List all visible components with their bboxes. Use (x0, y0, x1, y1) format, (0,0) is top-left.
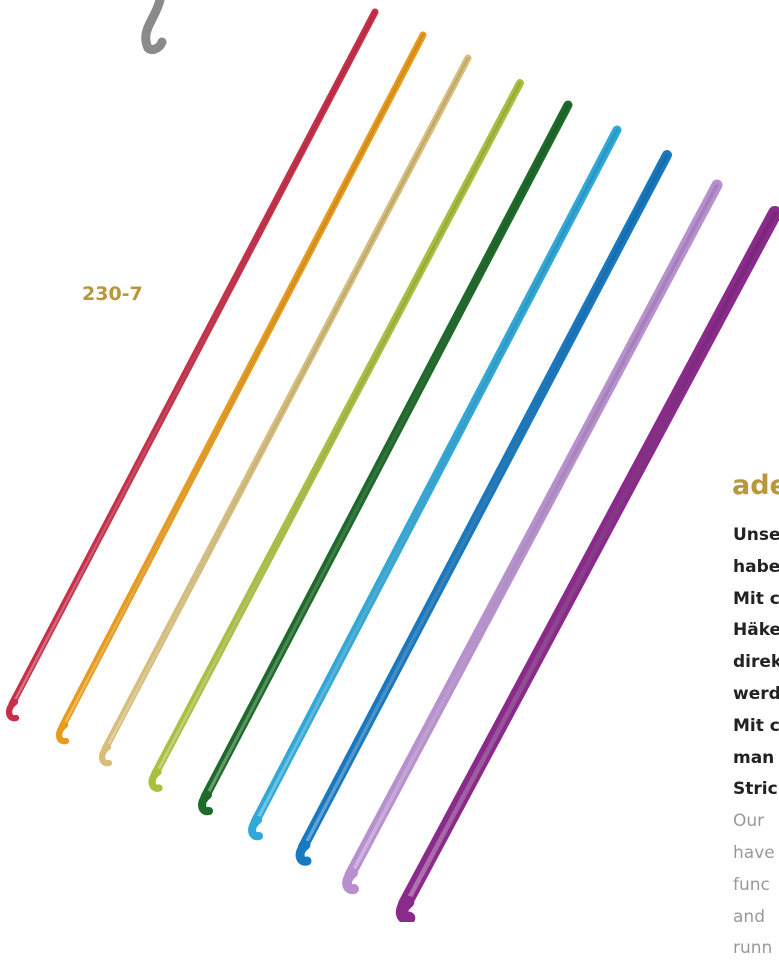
text-line: Mit c (733, 588, 779, 609)
text-line: Mit c (733, 715, 779, 736)
needle (295, 840, 312, 866)
needle (61, 33, 425, 729)
text-line: Stric (733, 779, 778, 800)
heading: ade (732, 470, 779, 501)
text-line: Häke (733, 620, 779, 641)
needle (11, 10, 377, 706)
text-line: habe (733, 556, 779, 577)
grey-hook (141, 0, 167, 55)
text-line: and (733, 906, 765, 927)
needle (104, 56, 470, 751)
text-line: direk (733, 652, 779, 673)
needle (55, 721, 70, 745)
text-line: have (733, 842, 775, 863)
needle (248, 815, 264, 841)
needle (254, 128, 619, 824)
needle (98, 743, 113, 767)
text-line: Our (733, 811, 765, 832)
needle (204, 103, 570, 799)
text-line: Unse (733, 525, 779, 545)
needle (302, 153, 669, 849)
needle (154, 81, 522, 776)
text-line: man (733, 747, 775, 768)
description: Unse habe Mit c Häke direk werd Mit c man Stric … (733, 520, 779, 965)
needle (403, 210, 778, 907)
needle (395, 895, 416, 922)
product-code: 230-7 (82, 283, 143, 305)
text-line: runn (733, 938, 773, 959)
page: 230-7 ade Unse habe Mit c Häke direk werd Mit … (5, 0, 779, 959)
needle (198, 790, 214, 816)
needle (349, 183, 719, 877)
text-line: func (733, 874, 770, 895)
needle (5, 698, 20, 722)
needle (342, 868, 359, 895)
text-line: werd (733, 683, 779, 704)
needle-group (5, 8, 779, 922)
needle (148, 768, 163, 792)
needles-image (5, 0, 779, 922)
